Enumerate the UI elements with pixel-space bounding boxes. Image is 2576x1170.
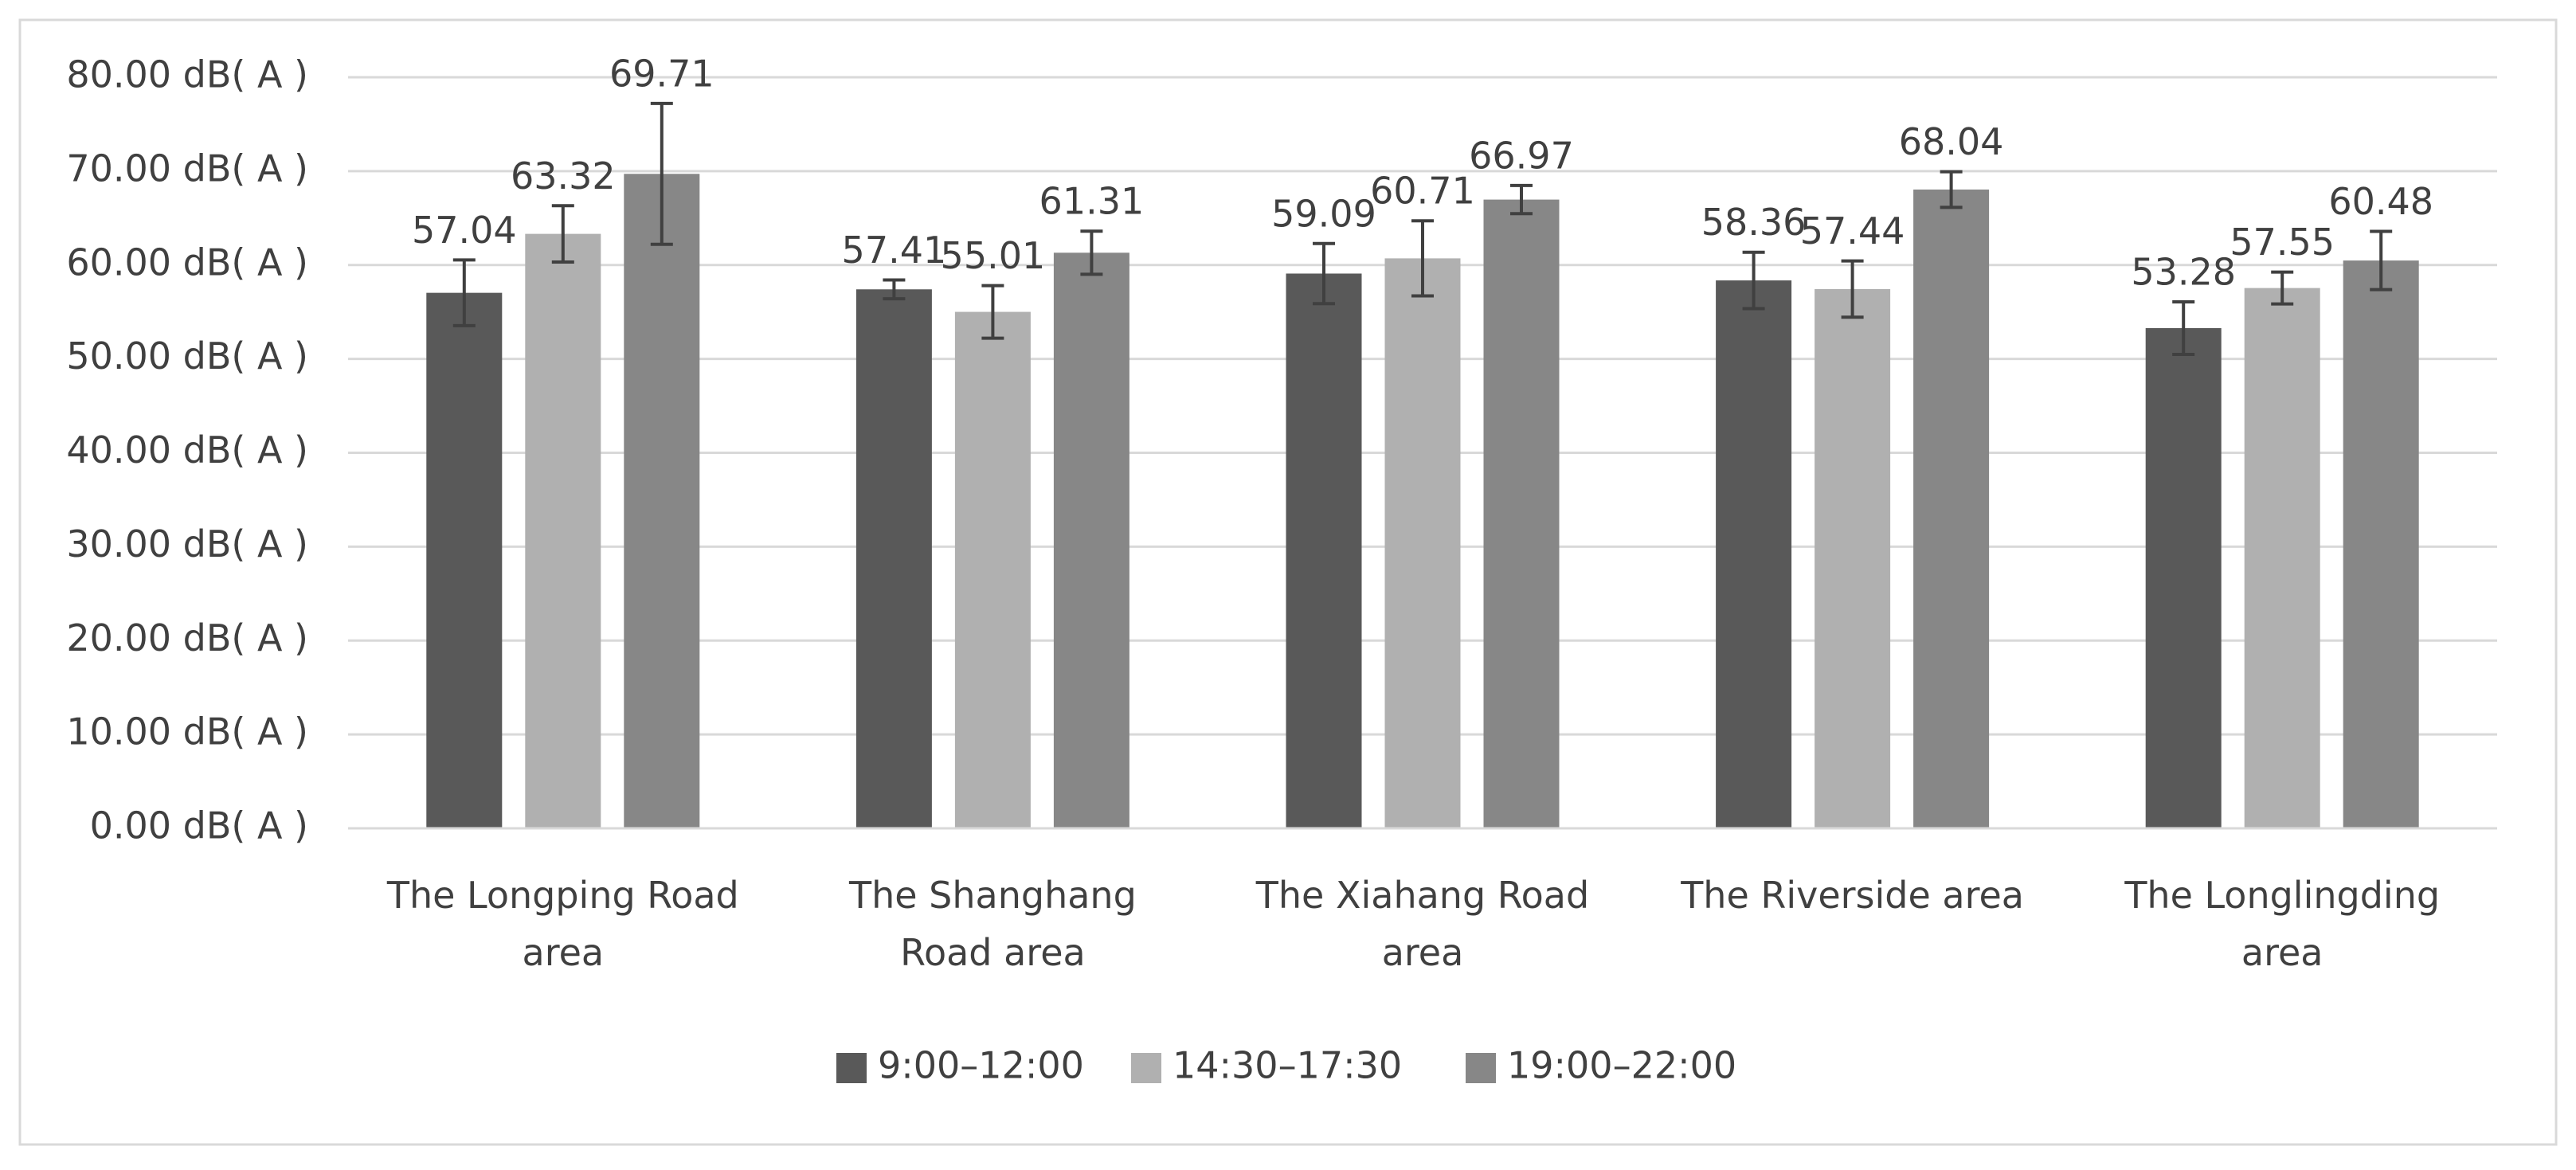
y-tick-label: 50.00 dB( A ) xyxy=(66,335,308,378)
y-tick-label: 20.00 dB( A ) xyxy=(66,616,308,659)
bar xyxy=(954,311,1031,829)
y-tick-label: 70.00 dB( A ) xyxy=(66,147,308,190)
value-label: 68.04 xyxy=(1899,120,2004,163)
value-label: 59.09 xyxy=(1271,192,1376,235)
bar xyxy=(1384,258,1461,829)
error-bar xyxy=(2271,270,2294,306)
chart-border xyxy=(18,18,2558,1146)
legend-swatch xyxy=(1131,1053,1161,1083)
value-label: 57.44 xyxy=(1800,209,1905,252)
error-bar xyxy=(1080,229,1103,276)
y-tick-label: 80.00 dB( A ) xyxy=(66,53,308,96)
value-label: 60.71 xyxy=(1370,170,1475,213)
bar xyxy=(2244,288,2320,828)
x-tick-label: The Longping Road area xyxy=(386,874,739,974)
legend-label: 19:00–22:00 xyxy=(1507,1044,1736,1087)
error-bar xyxy=(1742,250,1765,311)
error-bar xyxy=(1940,170,1963,209)
legend-label: 9:00–12:00 xyxy=(878,1044,1084,1087)
error-bar xyxy=(1510,183,1533,216)
value-label: 63.32 xyxy=(511,155,616,198)
error-bar xyxy=(2370,229,2393,292)
error-bar xyxy=(1411,219,1434,298)
error-bar xyxy=(1313,241,1335,306)
bar xyxy=(1286,273,1362,828)
error-bar xyxy=(883,278,906,301)
value-label: 53.28 xyxy=(2131,250,2236,293)
y-tick-label: 60.00 dB( A ) xyxy=(66,241,308,284)
bar xyxy=(1483,199,1560,828)
error-bar xyxy=(650,101,673,246)
value-label: 69.71 xyxy=(609,52,714,95)
bar xyxy=(2145,327,2222,828)
bar xyxy=(525,233,601,829)
bar xyxy=(1716,280,1792,828)
legend-swatch xyxy=(836,1053,867,1083)
y-tick-label: 40.00 dB( A ) xyxy=(66,428,308,472)
y-tick-label: 10.00 dB( A ) xyxy=(66,710,308,753)
x-tick-label: The Xiahang Road area xyxy=(1255,874,1590,974)
value-label: 60.48 xyxy=(2328,180,2433,223)
y-tick-label: 0.00 dB( A ) xyxy=(90,804,308,847)
legend-label: 14:30–17:30 xyxy=(1173,1044,1402,1087)
bar xyxy=(1053,252,1129,829)
y-tick-label: 30.00 dB( A ) xyxy=(66,522,308,565)
value-label: 61.31 xyxy=(1039,180,1145,223)
value-label: 57.04 xyxy=(412,209,517,252)
value-label: 57.41 xyxy=(842,229,947,272)
value-label: 66.97 xyxy=(1469,134,1574,177)
legend-swatch xyxy=(1466,1053,1496,1083)
bar xyxy=(1913,189,1990,828)
bar xyxy=(1815,288,1891,828)
error-bar xyxy=(981,284,1004,340)
x-tick-label: The Riverside area xyxy=(1681,874,2024,917)
x-tick-label: The Shanghang Road area xyxy=(849,874,1137,974)
error-bar xyxy=(452,258,476,327)
bar xyxy=(2343,260,2419,828)
value-label: 58.36 xyxy=(1701,201,1807,244)
x-tick-label: The Longlingding area xyxy=(2124,874,2441,974)
value-label: 57.55 xyxy=(2230,221,2335,264)
bar xyxy=(624,174,700,828)
error-bar xyxy=(551,204,574,264)
error-bar xyxy=(1841,259,1864,319)
value-label: 55.01 xyxy=(941,234,1046,277)
error-bar xyxy=(2172,299,2195,356)
bar xyxy=(855,289,932,828)
bar xyxy=(426,292,503,828)
